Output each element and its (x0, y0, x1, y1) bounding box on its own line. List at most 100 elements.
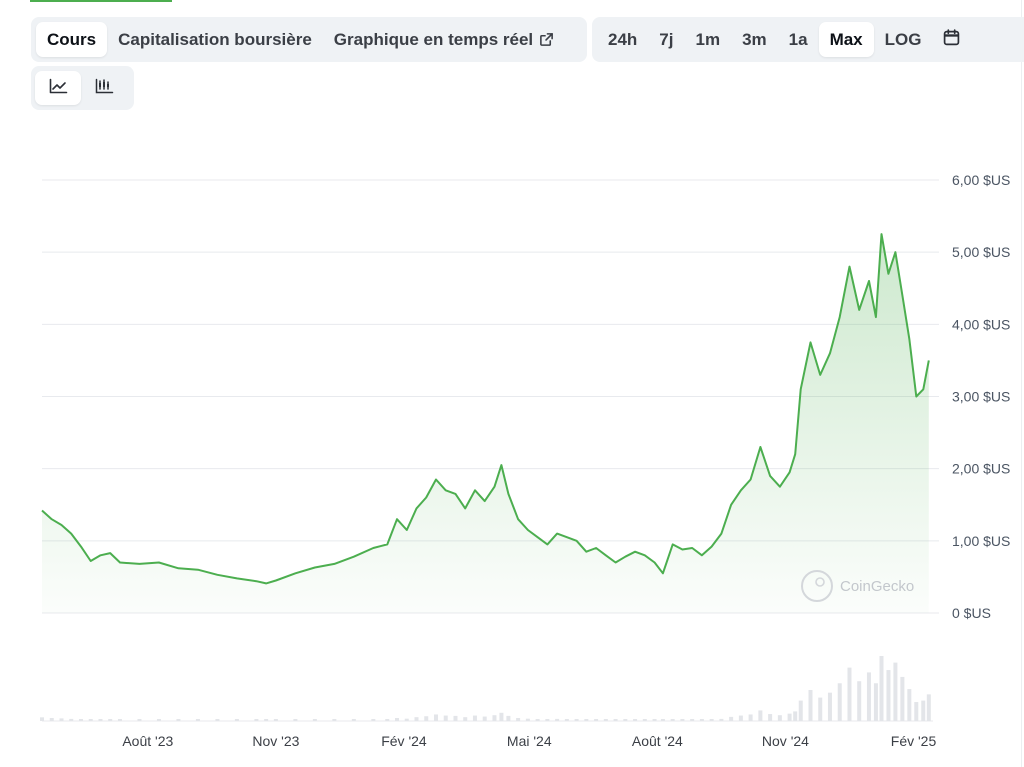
volume-bar (926, 694, 931, 721)
volume-bar (371, 719, 376, 721)
calendar-icon (943, 28, 960, 51)
tab-graphique-temps-reel-label: Graphique en temps réel (333, 29, 534, 49)
volume-bar (900, 676, 905, 721)
volume-bar (623, 719, 628, 721)
volume-bar (395, 717, 400, 721)
volume-bar (499, 712, 504, 721)
volume-bar (873, 683, 878, 721)
volume-bar (857, 681, 862, 721)
volume-bar (195, 719, 200, 721)
volume-bar (264, 719, 269, 721)
chart-type-toggle (31, 66, 134, 110)
line-chart-button[interactable] (35, 71, 81, 105)
volume-bar (777, 715, 782, 721)
volume-bar (108, 719, 113, 721)
volume-bar (69, 718, 74, 721)
coingecko-logo-icon (801, 570, 833, 602)
volume-bar (332, 719, 337, 721)
volume-bar (414, 717, 419, 721)
tab-capitalisation-boursiere[interactable]: Capitalisation boursière (118, 29, 312, 49)
volume-bar (680, 719, 685, 721)
y-tick-label: 2,00 $US (952, 461, 1010, 477)
volume-bar (748, 714, 753, 721)
volume-bar (506, 715, 511, 721)
range-1m[interactable]: 1m (695, 29, 721, 49)
time-range-selector: 24h 7j 1m 3m 1a Max LOG (592, 17, 1024, 62)
volume-bar (555, 718, 560, 721)
volume-bar (404, 718, 409, 721)
volume-bar (921, 700, 926, 721)
volume-bar (492, 715, 497, 721)
volume-bar (879, 656, 884, 721)
date-range-button[interactable] (932, 22, 971, 57)
volume-bar (719, 718, 724, 721)
y-tick-label: 3,00 $US (952, 389, 1010, 405)
volume-bar (847, 667, 852, 721)
volume-bar (914, 702, 919, 721)
range-24h[interactable]: 24h (608, 29, 638, 49)
line-chart-icon (49, 78, 68, 99)
volume-bars (40, 656, 931, 721)
range-max[interactable]: Max (818, 22, 874, 57)
x-tick-label: Nov '23 (252, 733, 299, 749)
candlestick-chart-button[interactable] (81, 71, 127, 105)
volume-bar (837, 683, 842, 721)
x-tick-label: Août '24 (632, 733, 683, 749)
tab-graphique-temps-reel[interactable]: Graphique en temps réel (323, 22, 565, 57)
volume-bar (137, 719, 142, 721)
volume-bar (98, 719, 103, 721)
volume-bar (433, 714, 438, 721)
volume-bar (516, 717, 521, 721)
volume-bar (690, 719, 695, 721)
volume-bar (117, 719, 122, 721)
price-line (41, 233, 930, 585)
volume-bar (482, 716, 487, 721)
tab-cours[interactable]: Cours (36, 22, 108, 57)
volume-bar (535, 719, 540, 721)
volume-bar (453, 715, 458, 721)
volume-bar (78, 719, 83, 721)
volume-bar (584, 719, 589, 721)
volume-bar (886, 670, 891, 721)
volume-bar (156, 719, 161, 721)
range-3m[interactable]: 3m (742, 29, 767, 49)
volume-bar (827, 692, 832, 721)
volume-bar (603, 719, 608, 721)
volume-bar (176, 719, 181, 721)
volume-bar (351, 719, 356, 721)
watermark-text: CoinGecko (840, 578, 914, 595)
y-tick-label: 0 $US (952, 605, 991, 621)
volume-bar (660, 719, 665, 721)
volume-bar (798, 700, 803, 721)
range-log[interactable]: LOG (884, 29, 922, 49)
volume-bar (699, 719, 704, 721)
volume-bar (385, 719, 390, 721)
volume-bar (893, 662, 898, 721)
volume-bar (312, 719, 317, 721)
volume-bar (613, 719, 618, 721)
volume-bar (564, 719, 569, 721)
range-1a[interactable]: 1a (788, 29, 808, 49)
range-7j[interactable]: 7j (659, 29, 674, 49)
chart-metric-tabs: Cours Capitalisation boursière Graphique… (31, 17, 587, 62)
external-link-icon (539, 32, 554, 47)
volume-bar (738, 715, 743, 721)
volume-bar (594, 719, 599, 721)
panel-border (1021, 0, 1022, 767)
volume-bar (88, 719, 93, 721)
candlestick-chart-icon (95, 78, 114, 99)
volume-bar (768, 714, 773, 721)
volume-bar (818, 697, 823, 721)
volume-bar (472, 715, 477, 721)
volume-bar (642, 719, 647, 721)
volume-bar (273, 719, 278, 721)
volume-bar (254, 719, 259, 721)
y-tick-label: 5,00 $US (952, 244, 1010, 260)
active-tab-indicator (30, 0, 172, 2)
volume-bar (463, 717, 468, 721)
volume-bar (866, 672, 871, 721)
volume-bar (670, 719, 675, 721)
volume-bar (787, 713, 792, 721)
volume-bar (808, 689, 813, 721)
